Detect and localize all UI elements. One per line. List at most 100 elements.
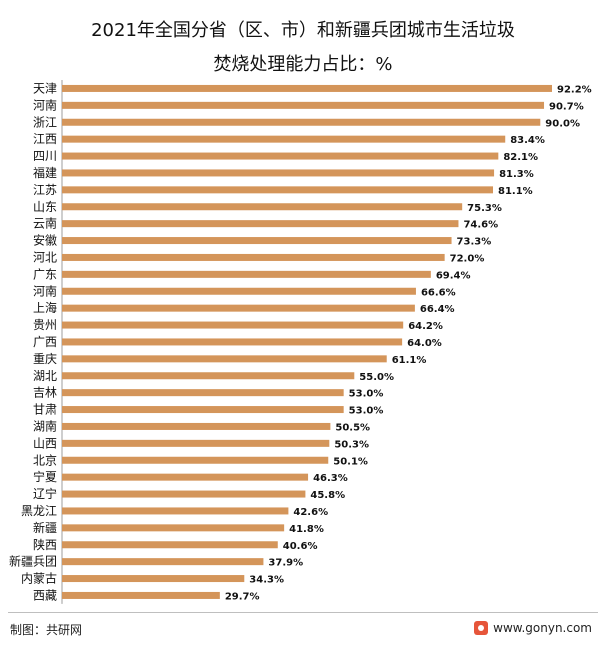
category-label: 贵州 [33,318,57,332]
value-label: 82.1% [503,152,538,163]
category-label: 广东 [33,267,57,281]
category-label: 西藏 [33,588,57,602]
category-label: 福建 [33,165,57,180]
category-label: 湖北 [33,368,57,383]
value-label: 75.3% [467,203,502,214]
category-label: 辽宁 [33,486,57,501]
bar [62,473,309,481]
footer-divider [8,612,598,613]
bar [62,237,452,245]
category-label: 上海 [33,300,57,315]
category-label: 重庆 [33,352,57,366]
category-label: 内蒙古 [21,571,57,586]
value-label: 73.3% [457,237,492,248]
value-label: 69.4% [436,270,471,281]
value-label: 41.8% [289,524,324,535]
bar [62,152,499,160]
value-label: 66.6% [421,287,456,298]
value-label: 50.5% [335,422,370,433]
value-label: 83.4% [510,135,545,146]
website-url: www.gonyn.com [493,621,592,635]
bar [62,422,331,430]
bar [62,439,330,447]
bar [62,372,355,380]
category-label: 山西 [33,436,57,450]
value-label: 64.2% [408,321,443,332]
value-label: 81.3% [499,169,534,180]
category-label: 浙江 [33,115,57,129]
value-label: 50.1% [333,456,368,467]
value-label: 81.1% [498,186,533,197]
bar [62,389,344,397]
bar [62,186,494,194]
gonyn-logo-icon [474,621,489,635]
bar [62,406,344,414]
bar [62,220,459,228]
value-label: 90.0% [545,118,580,129]
category-label: 甘肃 [33,403,57,417]
category-label: 天津 [33,81,57,95]
category-label: 北京 [33,453,57,467]
category-label: 河南 [33,283,57,298]
value-label: 45.8% [310,490,345,501]
category-label: 河北 [33,250,57,264]
bar [62,575,245,583]
category-label: 新疆兵团 [9,554,57,569]
category-label: 江苏 [33,183,57,197]
value-label: 64.0% [407,338,442,349]
chart-title-line1: 2021年全国分省（区、市）和新疆兵团城市生活垃圾 [91,20,515,41]
category-label: 安徽 [33,233,57,248]
category-label: 陕西 [33,537,57,552]
value-label: 37.9% [268,558,303,569]
bar [62,270,431,278]
category-label: 四川 [33,149,57,163]
bar [62,338,403,346]
bar [62,524,285,532]
bar [62,135,506,143]
value-label: 34.3% [249,575,284,586]
bar [62,490,306,498]
category-label: 广西 [33,335,57,349]
website-credit: www.gonyn.com [474,621,592,635]
value-label: 55.0% [359,372,394,383]
value-label: 40.6% [283,541,318,552]
bar [62,169,495,177]
bar [62,253,445,261]
bar [62,101,545,109]
value-label: 72.0% [450,253,485,264]
value-label: 74.6% [463,220,498,231]
category-label: 山东 [33,200,57,214]
chart-title-line2: 焚烧处理能力占比：% [213,54,393,75]
value-label: 53.0% [349,389,384,400]
bar [62,287,416,295]
value-label: 53.0% [349,406,384,417]
category-label: 湖南 [33,418,57,433]
value-label: 61.1% [392,355,427,366]
bar [62,541,278,549]
bar [62,304,415,312]
value-label: 50.3% [334,439,369,450]
bar [62,118,541,126]
category-label: 新疆 [33,520,57,535]
value-label: 42.6% [293,507,328,518]
value-label: 29.7% [225,591,260,602]
category-label: 江西 [33,132,57,146]
category-label: 宁夏 [33,469,57,484]
bar [62,84,552,92]
category-label: 河南 [33,97,57,112]
category-label: 吉林 [33,386,57,400]
value-label: 46.3% [313,473,348,484]
bar [62,591,220,599]
value-label: 90.7% [549,101,584,112]
bar [62,456,329,464]
value-label: 66.4% [420,304,455,315]
category-label: 云南 [33,216,57,231]
value-label: 92.2% [557,84,592,95]
bar [62,507,289,515]
bar [62,558,264,566]
bar [62,321,404,329]
source-credit: 制图：共研网 [10,623,83,637]
bar [62,203,463,211]
category-label: 黑龙江 [21,504,57,518]
